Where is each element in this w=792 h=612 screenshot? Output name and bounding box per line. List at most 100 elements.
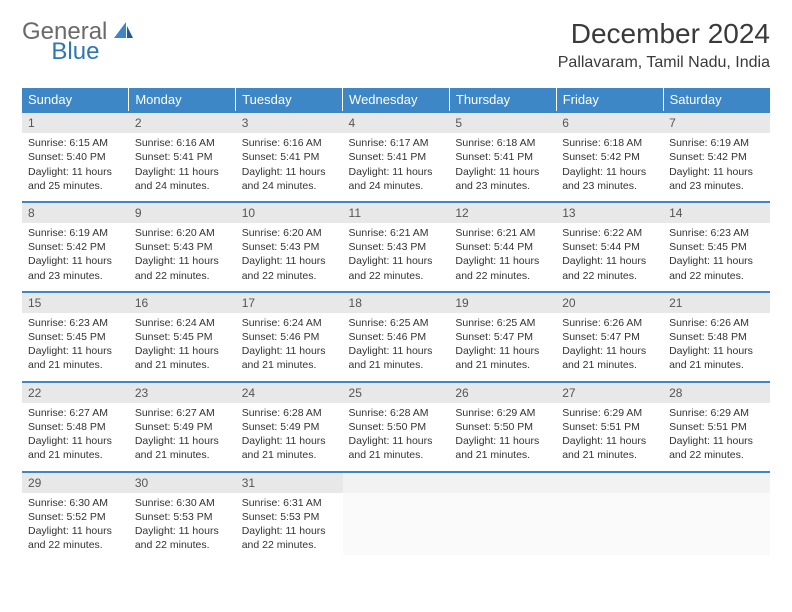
day-info-line: Daylight: 11 hours [455,344,550,358]
calendar-cell: 13Sunrise: 6:22 AMSunset: 5:44 PMDayligh… [556,202,663,292]
day-number: 6 [556,113,663,133]
day-info-line: Daylight: 11 hours [135,344,230,358]
day-info-line: Sunrise: 6:15 AM [28,136,123,150]
calendar-row: 15Sunrise: 6:23 AMSunset: 5:45 PMDayligh… [22,292,770,382]
calendar-cell: 2Sunrise: 6:16 AMSunset: 5:41 PMDaylight… [129,112,236,202]
day-info-line: Daylight: 11 hours [242,434,337,448]
day-number: 12 [449,203,556,223]
day-info-line: Sunrise: 6:31 AM [242,496,337,510]
calendar-cell: 4Sunrise: 6:17 AMSunset: 5:41 PMDaylight… [343,112,450,202]
day-number: 11 [343,203,450,223]
day-info-line: Sunset: 5:47 PM [562,330,657,344]
day-info-line: and 22 minutes. [455,269,550,283]
day-info-line: and 24 minutes. [135,179,230,193]
day-info-line: Sunset: 5:46 PM [242,330,337,344]
day-body: Sunrise: 6:29 AMSunset: 5:51 PMDaylight:… [556,403,663,471]
calendar-cell: 14Sunrise: 6:23 AMSunset: 5:45 PMDayligh… [663,202,770,292]
calendar-cell: 31Sunrise: 6:31 AMSunset: 5:53 PMDayligh… [236,472,343,561]
day-body: Sunrise: 6:30 AMSunset: 5:53 PMDaylight:… [129,493,236,561]
day-info-line: Sunrise: 6:27 AM [135,406,230,420]
day-body: Sunrise: 6:21 AMSunset: 5:44 PMDaylight:… [449,223,556,291]
calendar-cell: 22Sunrise: 6:27 AMSunset: 5:48 PMDayligh… [22,382,129,472]
day-info-line: Sunset: 5:50 PM [349,420,444,434]
day-info-line: Sunset: 5:51 PM [669,420,764,434]
calendar-cell: 19Sunrise: 6:25 AMSunset: 5:47 PMDayligh… [449,292,556,382]
day-info-line: Sunrise: 6:25 AM [349,316,444,330]
day-info-line: and 23 minutes. [669,179,764,193]
calendar-cell [663,472,770,561]
day-number: 9 [129,203,236,223]
calendar-cell: 28Sunrise: 6:29 AMSunset: 5:51 PMDayligh… [663,382,770,472]
day-info-line: and 24 minutes. [242,179,337,193]
day-body: Sunrise: 6:27 AMSunset: 5:49 PMDaylight:… [129,403,236,471]
day-info-line: and 22 minutes. [135,269,230,283]
day-info-line: Sunrise: 6:23 AM [669,226,764,240]
day-number: 19 [449,293,556,313]
calendar-cell: 20Sunrise: 6:26 AMSunset: 5:47 PMDayligh… [556,292,663,382]
day-info-line: Sunset: 5:50 PM [455,420,550,434]
day-info-line: and 21 minutes. [562,448,657,462]
day-info-line: Sunset: 5:42 PM [562,150,657,164]
day-info-line: Sunrise: 6:18 AM [562,136,657,150]
day-info-line: Sunrise: 6:30 AM [28,496,123,510]
day-info-line: and 21 minutes. [455,448,550,462]
calendar-cell: 8Sunrise: 6:19 AMSunset: 5:42 PMDaylight… [22,202,129,292]
day-info-line: Sunset: 5:44 PM [562,240,657,254]
day-info-line: and 22 minutes. [242,269,337,283]
day-info-line: Sunrise: 6:28 AM [242,406,337,420]
calendar-cell [343,472,450,561]
calendar-cell: 3Sunrise: 6:16 AMSunset: 5:41 PMDaylight… [236,112,343,202]
day-info-line: Sunset: 5:45 PM [669,240,764,254]
day-info-line: Daylight: 11 hours [135,524,230,538]
calendar-cell: 24Sunrise: 6:28 AMSunset: 5:49 PMDayligh… [236,382,343,472]
day-info-line: Sunrise: 6:29 AM [562,406,657,420]
day-info-line: Daylight: 11 hours [135,165,230,179]
day-number: 18 [343,293,450,313]
day-info-line: Sunset: 5:40 PM [28,150,123,164]
day-info-line: Sunset: 5:45 PM [135,330,230,344]
day-info-line: and 21 minutes. [349,448,444,462]
day-info-line: and 21 minutes. [28,358,123,372]
logo-text-blue: Blue [51,38,99,65]
day-body: Sunrise: 6:20 AMSunset: 5:43 PMDaylight:… [129,223,236,291]
weekday-header: Thursday [449,88,556,112]
day-info-line: Sunrise: 6:16 AM [242,136,337,150]
day-info-line: Sunset: 5:44 PM [455,240,550,254]
day-number: 20 [556,293,663,313]
day-number: 30 [129,473,236,493]
calendar-cell: 23Sunrise: 6:27 AMSunset: 5:49 PMDayligh… [129,382,236,472]
calendar-cell: 26Sunrise: 6:29 AMSunset: 5:50 PMDayligh… [449,382,556,472]
day-number: 31 [236,473,343,493]
day-info-line: Sunset: 5:42 PM [28,240,123,254]
calendar-cell: 10Sunrise: 6:20 AMSunset: 5:43 PMDayligh… [236,202,343,292]
day-number: 13 [556,203,663,223]
day-info-line: Sunset: 5:43 PM [242,240,337,254]
day-body: Sunrise: 6:16 AMSunset: 5:41 PMDaylight:… [129,133,236,201]
calendar-cell: 1Sunrise: 6:15 AMSunset: 5:40 PMDaylight… [22,112,129,202]
day-info-line: Daylight: 11 hours [135,254,230,268]
day-info-line: and 21 minutes. [562,358,657,372]
calendar-cell: 16Sunrise: 6:24 AMSunset: 5:45 PMDayligh… [129,292,236,382]
day-number: 4 [343,113,450,133]
calendar-head: SundayMondayTuesdayWednesdayThursdayFrid… [22,88,770,112]
day-number: 24 [236,383,343,403]
day-info-line: and 22 minutes. [562,269,657,283]
day-info-line: Sunset: 5:52 PM [28,510,123,524]
page-header: General Blue December 2024 Pallavaram, T… [22,18,770,72]
day-info-line: Sunrise: 6:27 AM [28,406,123,420]
day-info-line: and 25 minutes. [28,179,123,193]
day-info-line: and 21 minutes. [455,358,550,372]
day-info-line: Daylight: 11 hours [562,165,657,179]
day-info-line: and 21 minutes. [135,448,230,462]
day-info-line: and 21 minutes. [242,358,337,372]
day-info-line: Daylight: 11 hours [669,344,764,358]
logo-sail-icon [113,20,135,45]
calendar-cell: 6 Sunrise: 6:18 AMSunset: 5:42 PMDaylight… [556,112,663,202]
day-info-line: Sunset: 5:51 PM [562,420,657,434]
day-body: Sunrise: 6:23 AMSunset: 5:45 PMDaylight:… [22,313,129,381]
day-number: 29 [22,473,129,493]
day-info-line: Sunrise: 6:26 AM [562,316,657,330]
day-info-line: Sunrise: 6:19 AM [669,136,764,150]
day-info-line: Sunrise: 6:21 AM [349,226,444,240]
day-info-line: Sunset: 5:41 PM [135,150,230,164]
